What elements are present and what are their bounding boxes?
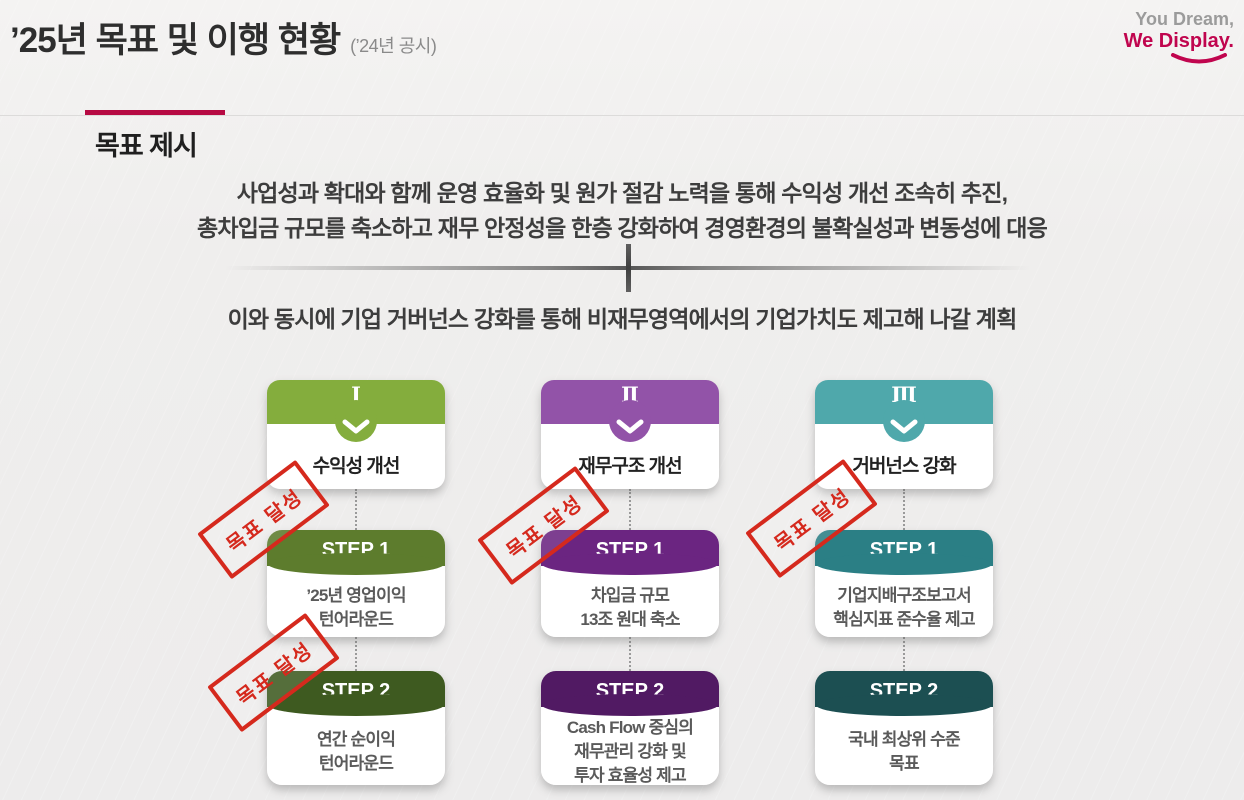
chevron-circle bbox=[883, 400, 925, 442]
goal-statement-1: 사업성과 확대와 함께 운영 효율화 및 원가 절감 노력을 통해 수익성 개선… bbox=[0, 176, 1244, 246]
accent-line bbox=[85, 110, 225, 115]
step2-label: STEP 2 bbox=[815, 671, 993, 716]
step1-line-2: 13조 원대 축소 bbox=[580, 609, 680, 629]
chevron-down-icon bbox=[342, 419, 370, 434]
step2-body: 국내 최상위 수준 목표 bbox=[815, 707, 993, 785]
logo-slogan-line1: You Dream, bbox=[1135, 9, 1234, 29]
step1-line-2: 턴어라운드 bbox=[318, 609, 394, 629]
dotted-connector bbox=[355, 489, 357, 530]
step1-line-1: ’25년 영업이익 bbox=[306, 585, 406, 605]
category-header: Ⅰ bbox=[267, 380, 445, 442]
smile-icon bbox=[1171, 52, 1227, 64]
step2-line-3: 투자 효율성 제고 bbox=[574, 766, 687, 785]
dotted-connector bbox=[629, 637, 631, 671]
step1-body: 기업지배구조보고서 핵심지표 준수율 제고 bbox=[815, 566, 993, 637]
company-logo: You Dream, We Display. bbox=[1123, 9, 1234, 66]
page-title-suffix: (’24년 공시) bbox=[350, 36, 437, 56]
step1-body: ’25년 영업이익 턴어라운드 bbox=[267, 566, 445, 637]
category-card: Ⅱ 재무구조 개선 bbox=[541, 380, 719, 489]
step1-line-1: 차입금 규모 bbox=[590, 585, 670, 605]
goal-columns: Ⅰ 수익성 개선 STEP 1 ’25년 영업이익 턴어라운드 STEP 2 bbox=[267, 380, 993, 785]
step1-line-2: 핵심지표 준수율 제고 bbox=[833, 609, 975, 629]
step1-label: STEP 1 bbox=[541, 530, 719, 575]
step2-body: 연간 순이익 턴어라운드 bbox=[267, 707, 445, 785]
step1-line-1: 기업지배구조보고서 bbox=[837, 585, 971, 605]
step2-card: STEP 2 연간 순이익 턴어라운드 bbox=[267, 671, 445, 785]
goal-column-governance: Ⅲ 거버넌스 강화 STEP 1 기업지배구조보고서 핵심지표 준수율 제고 S… bbox=[815, 380, 993, 785]
page-title: ’25년 목표 및 이행 현황 bbox=[10, 21, 341, 60]
page-title-wrap: ’25년 목표 및 이행 현황 (’24년 공시) bbox=[10, 12, 437, 63]
category-header: Ⅱ bbox=[541, 380, 719, 442]
step2-line-1: 국내 최상위 수준 bbox=[848, 730, 961, 749]
step2-line-1: 연간 순이익 bbox=[316, 730, 396, 749]
step1-label: STEP 1 bbox=[267, 530, 445, 575]
chevron-down-icon bbox=[616, 419, 644, 434]
chevron-circle bbox=[609, 400, 651, 442]
plus-divider bbox=[0, 244, 1244, 292]
header-rule bbox=[0, 115, 1244, 116]
step2-label: STEP 2 bbox=[267, 671, 445, 716]
dotted-connector bbox=[903, 489, 905, 530]
dotted-connector bbox=[903, 637, 905, 671]
chevron-circle bbox=[335, 400, 377, 442]
step2-body: Cash Flow 중심의 재무관리 강화 및 투자 효율성 제고 bbox=[541, 707, 719, 785]
category-card: Ⅰ 수익성 개선 bbox=[267, 380, 445, 489]
step2-label: STEP 2 bbox=[541, 671, 719, 716]
step2-line-1: Cash Flow 중심의 bbox=[566, 718, 694, 737]
goal-statement-2: 이와 동시에 기업 거버넌스 강화를 통해 비재무영역에서의 기업가치도 제고해… bbox=[227, 306, 1018, 332]
goal-column-profitability: Ⅰ 수익성 개선 STEP 1 ’25년 영업이익 턴어라운드 STEP 2 bbox=[267, 380, 445, 785]
section-heading: 목표 제시 bbox=[95, 131, 198, 161]
category-header: Ⅲ bbox=[815, 380, 993, 442]
step1-label: STEP 1 bbox=[815, 530, 993, 575]
chevron-down-icon bbox=[890, 419, 918, 434]
step1-body: 차입금 규모 13조 원대 축소 bbox=[541, 566, 719, 637]
step1-card: STEP 1 차입금 규모 13조 원대 축소 bbox=[541, 530, 719, 637]
dotted-connector bbox=[629, 489, 631, 530]
step1-card: STEP 1 기업지배구조보고서 핵심지표 준수율 제고 bbox=[815, 530, 993, 637]
step2-line-2: 재무관리 강화 및 bbox=[574, 742, 687, 761]
step1-card: STEP 1 ’25년 영업이익 턴어라운드 bbox=[267, 530, 445, 637]
step2-card: STEP 2 Cash Flow 중심의 재무관리 강화 및 투자 효율성 제고 bbox=[541, 671, 719, 785]
roman-numeral-label: Ⅰ bbox=[351, 382, 361, 407]
goal-statement-1-line-2: 총차입금 규모를 축소하고 재무 안정성을 한층 강화하여 경영환경의 불확실성… bbox=[197, 215, 1048, 241]
step2-line-2: 턴어라운드 bbox=[318, 754, 394, 773]
dotted-connector bbox=[355, 637, 357, 671]
step2-card: STEP 2 국내 최상위 수준 목표 bbox=[815, 671, 993, 785]
logo-slogan-line2: We Display. bbox=[1123, 29, 1234, 52]
goal-statement-1-line-1: 사업성과 확대와 함께 운영 효율화 및 원가 절감 노력을 통해 수익성 개선… bbox=[236, 180, 1008, 206]
category-card: Ⅲ 거버넌스 강화 bbox=[815, 380, 993, 489]
step2-line-2: 목표 bbox=[889, 754, 919, 773]
goal-column-financial-structure: Ⅱ 재무구조 개선 STEP 1 차입금 규모 13조 원대 축소 STEP 2 bbox=[541, 380, 719, 785]
plus-icon bbox=[626, 244, 631, 292]
